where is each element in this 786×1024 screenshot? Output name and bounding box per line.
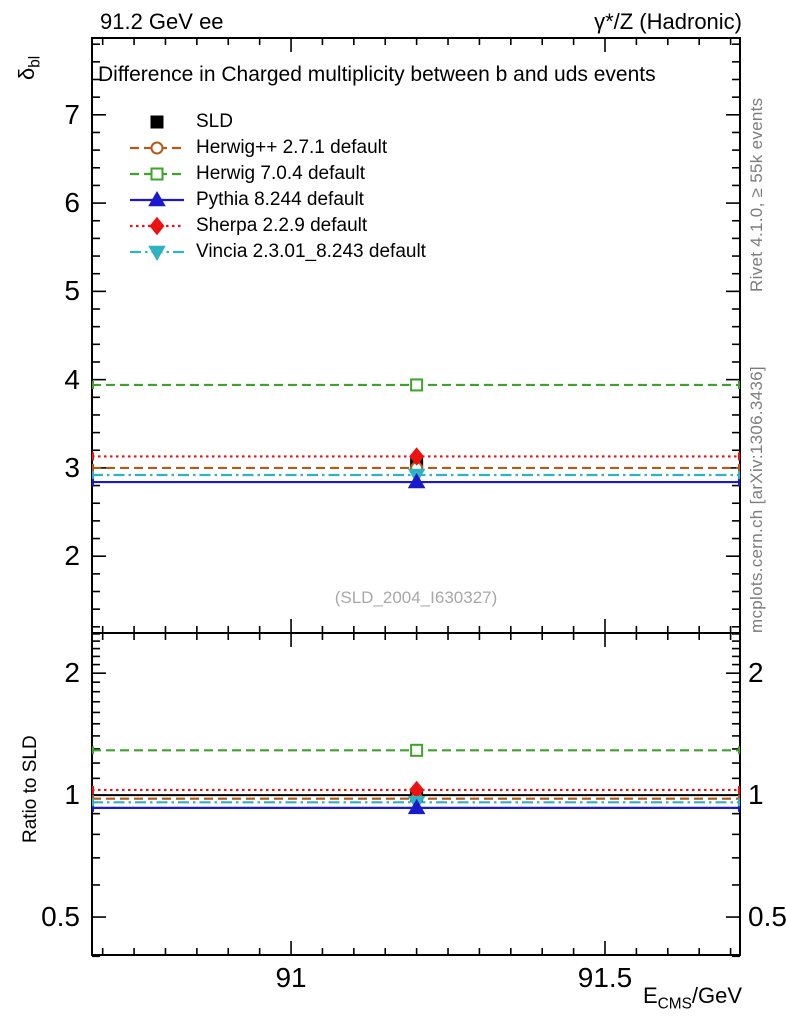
header-beam-energy: 91.2 GeV ee [100,9,224,34]
legend-marker [148,190,166,207]
x-axis-title-subscript: CMS [657,995,692,1013]
header-process: γ*/Z (Hadronic) [594,9,742,34]
legend-label: Vincia 2.3.01_8.243 default [196,241,426,262]
x-axis-title-base: E [642,983,658,1008]
mcplots-arxiv-note: mcplots.cern.ch [arXiv:1306.3436] [747,366,766,633]
legend-label: Herwig 7.0.4 default [196,163,365,184]
y-tick-label: 3 [64,451,80,483]
y-tick-label: 5 [64,275,80,307]
x-tick-label: 91.5 [577,962,633,993]
legend-sample-triangle-down-icon [130,245,184,262]
y-axis-title-subscript: bl [26,55,44,68]
legend-entry: Vincia 2.3.01_8.243 default [128,239,426,265]
axis-ticks [92,38,740,958]
legend-label: Herwig++ 2.7.1 default [196,137,388,158]
ratio-axis-title: Ratio to SLD [20,735,41,843]
ratio-tick-label-left: 0.5 [41,901,80,933]
legend-label: Sherpa 2.2.9 default [196,215,368,236]
legend-sample-square-icon [150,115,164,129]
legend-entry: Pythia 8.244 default [128,187,426,213]
legend-entry: Sherpa 2.2.9 default [128,213,426,239]
y-tick-label: 2 [64,540,80,572]
legend-sample-triangle-up-icon [130,190,184,207]
legend-marker [149,216,165,236]
legend-marker [150,167,164,181]
legend-marker [150,141,164,155]
marker-main-2 [410,378,424,392]
x-tick-label: 91 [275,962,307,993]
y-axis-title-symbol: δ [14,67,39,80]
y-tick-label: 7 [64,98,80,130]
x-axis-title: ECMS/GeV [643,983,742,1013]
rivet-version-note: Rivet 4.1.0, ≥ 55k events [747,97,766,292]
legend-sample-square-icon [130,167,184,181]
plot-title: Difference in Charged multiplicity betwe… [98,63,656,86]
legend-marker [148,245,166,262]
ratio-tick-label-right: 0.5 [748,901,786,933]
x-axis-title-suffix: /GeV [691,983,742,1008]
ratio-tick-label-left: 1 [64,779,80,811]
y-tick-label: 4 [64,363,80,395]
ratio-tick-label-right: 2 [748,657,764,689]
analysis-id-watermark: (SLD_2004_I630327) [334,588,498,607]
legend-entry: SLD [128,109,426,135]
marker-main-3 [407,473,426,489]
legend-label: Pythia 8.244 default [196,189,364,210]
legend-sample-circle-icon [130,141,184,155]
legend-entry: Herwig++ 2.7.1 default [128,135,426,161]
ratio-tick-label-left: 2 [64,657,80,689]
legend-sample-diamond-icon [130,216,184,236]
marker-main-4 [409,447,425,466]
y-axis-title: δbl [14,56,44,80]
legend: SLD Herwig++ 2.7.1 default Herwig 7.0.4 de… [128,109,426,265]
y-tick-label: 6 [64,187,80,219]
legend-label: SLD [196,111,233,132]
marker-ratio-3 [407,798,426,815]
marker-ratio-2 [410,743,424,757]
legend-marker [150,115,164,129]
legend-entry: Herwig 7.0.4 default [128,161,426,187]
data-markers [407,378,426,815]
ratio-tick-label-right: 1 [748,779,764,811]
